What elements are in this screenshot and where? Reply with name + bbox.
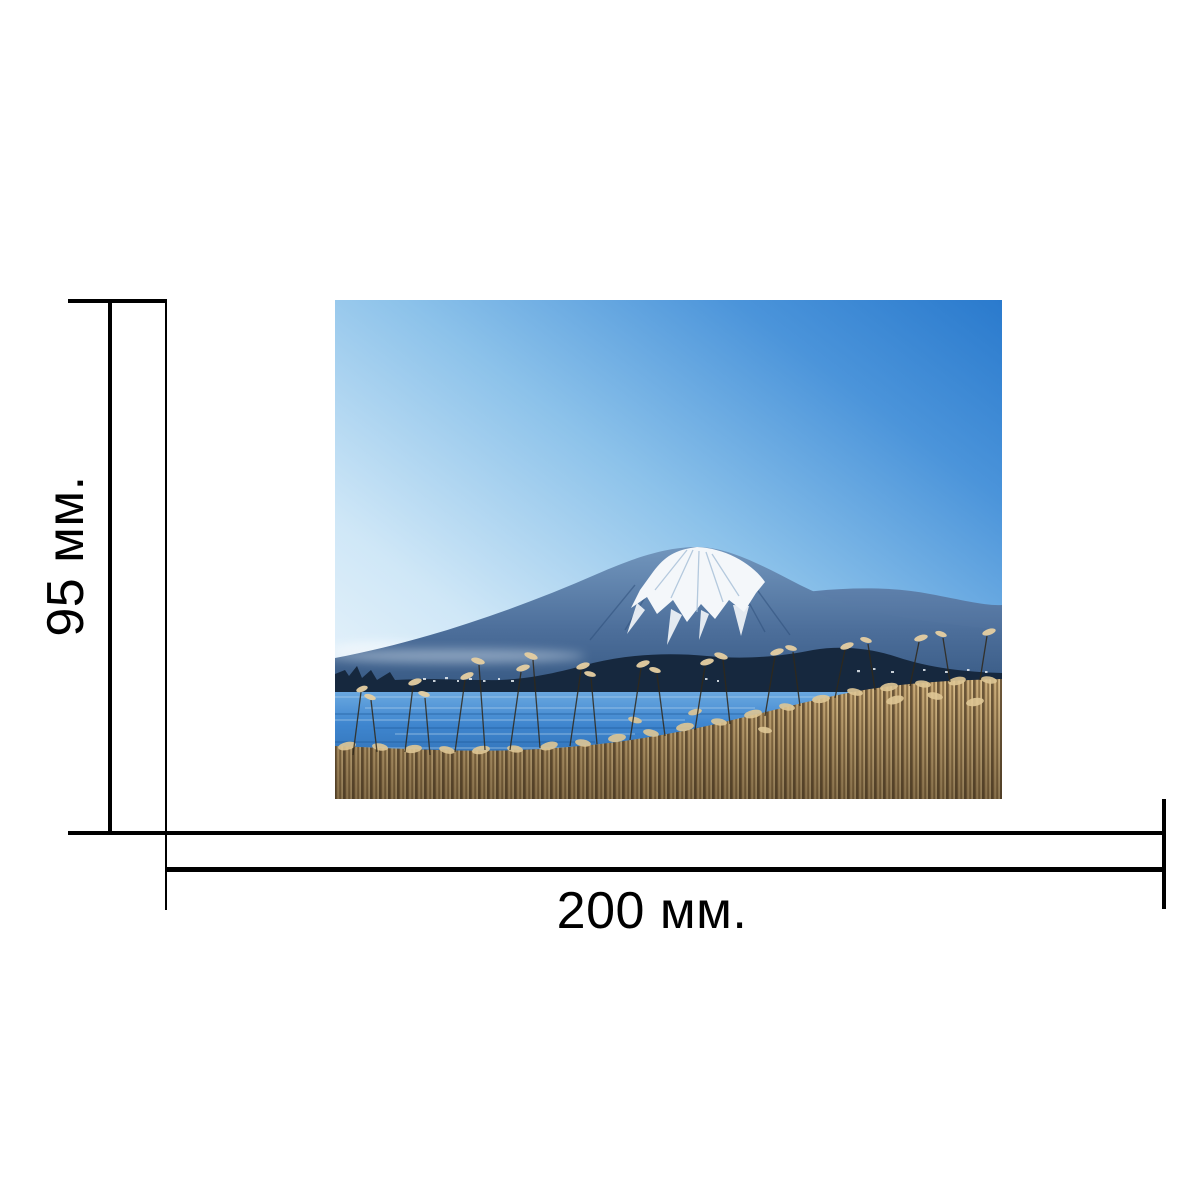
width-dimension-line [167, 867, 1166, 872]
right-extension-line [1162, 799, 1166, 909]
treeline [335, 647, 1002, 694]
height-dimension-line [108, 300, 112, 832]
village-specks [423, 668, 988, 682]
baseline [68, 831, 1166, 835]
reed-stalks [352, 635, 988, 756]
reed-field-shade [335, 679, 1002, 799]
seed-head-fringe [338, 676, 997, 755]
left-extension-line [165, 300, 167, 910]
mount-fuji-photo [335, 300, 1002, 799]
width-label: 200 мм. [556, 882, 748, 940]
snow-tongues [627, 603, 749, 645]
snow-streaks [654, 549, 740, 613]
height-label: 95 мм. [37, 475, 95, 637]
reed-seed-heads [356, 628, 996, 701]
photo-artwork [335, 300, 1002, 799]
base-haze [335, 649, 585, 663]
height-dimension-top-tick [68, 299, 167, 303]
